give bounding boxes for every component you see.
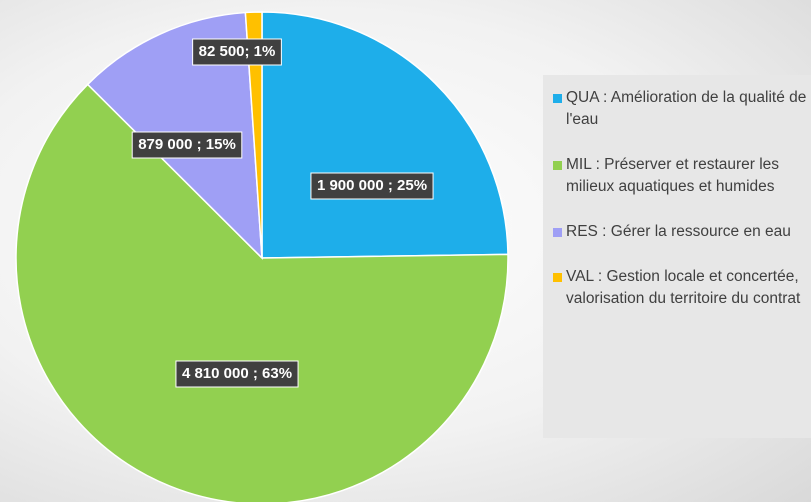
- pie-slice: [244, 11, 263, 259]
- data-label-text: 4 810 000 ; 63%: [182, 365, 292, 382]
- data-label-box: [192, 38, 282, 66]
- pie-slice: [15, 83, 509, 502]
- data-label-box: [131, 131, 243, 159]
- data-label-box: [175, 360, 299, 388]
- data-label: 879 000 ; 15%: [131, 131, 243, 159]
- legend-swatch: [553, 161, 562, 170]
- data-label: 82 500; 1%: [192, 38, 282, 66]
- data-label-text: 82 500; 1%: [199, 43, 276, 60]
- legend-swatch: [553, 228, 562, 237]
- data-label: 4 810 000 ; 63%: [175, 360, 299, 388]
- legend-item: QUA : Amélioration de la qualité de l'ea…: [553, 87, 808, 131]
- legend: QUA : Amélioration de la qualité de l'ea…: [543, 75, 811, 438]
- data-label-text: 1 900 000 ; 25%: [317, 177, 427, 194]
- legend-swatch: [553, 94, 562, 103]
- legend-item: VAL : Gestion locale et concertée, valor…: [553, 266, 808, 310]
- data-label: 1 900 000 ; 25%: [310, 172, 434, 200]
- pie-slice: [261, 11, 509, 259]
- legend-label: QUA : Amélioration de la qualité de l'ea…: [566, 89, 807, 128]
- legend-swatch: [553, 273, 562, 282]
- data-label-text: 879 000 ; 15%: [138, 136, 236, 153]
- legend-label: VAL : Gestion locale et concertée, valor…: [566, 268, 801, 307]
- data-label-box: [310, 172, 434, 200]
- legend-label: RES : Gérer la ressource en eau: [566, 223, 791, 240]
- legend-item: RES : Gérer la ressource en eau: [553, 221, 808, 243]
- legend-label: MIL : Préserver et restaurer les milieux…: [566, 156, 780, 195]
- legend-item: MIL : Préserver et restaurer les milieux…: [553, 154, 808, 198]
